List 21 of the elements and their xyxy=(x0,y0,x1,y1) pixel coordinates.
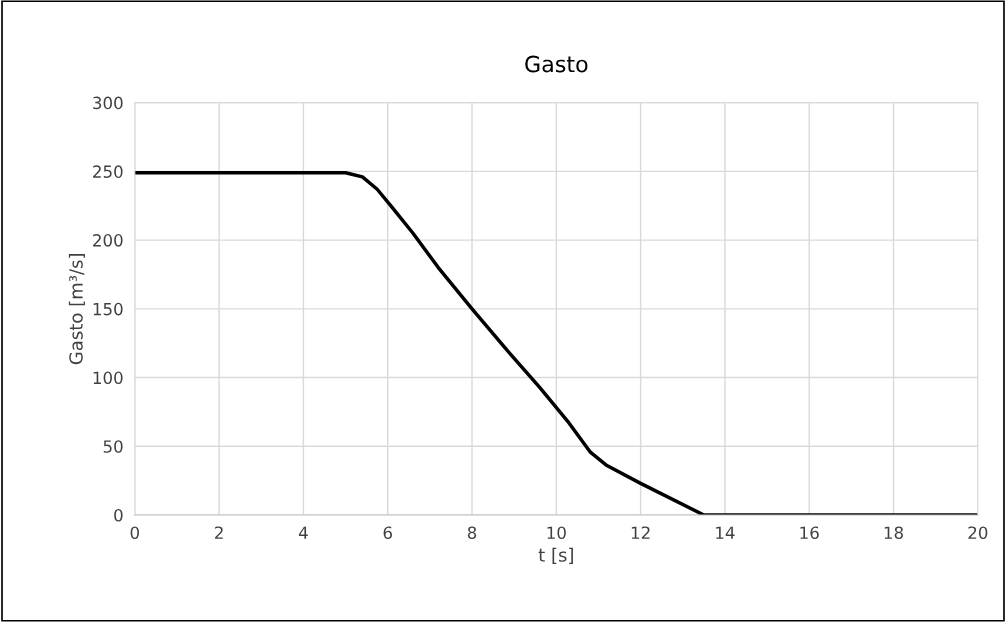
x-tick-label: 6 xyxy=(383,526,392,540)
y-tick-label: 0 xyxy=(114,508,123,522)
y-tick-label: 250 xyxy=(93,165,123,178)
x-tick-label: 0 xyxy=(130,526,139,540)
y-axis-title: Gasto [m³/s] xyxy=(68,254,85,365)
x-tick-label: 8 xyxy=(467,526,477,540)
x-tick-label: 18 xyxy=(884,526,903,540)
y-tick-label: 150 xyxy=(93,302,123,316)
x-tick-label: 12 xyxy=(631,526,650,539)
x-axis-title: t [s] xyxy=(538,547,573,564)
y-tick-label: 100 xyxy=(93,371,123,385)
chart-title: Gasto xyxy=(525,55,588,73)
x-tick-label: 10 xyxy=(547,526,566,540)
x-tick-label: 2 xyxy=(215,526,223,539)
x-tick-label: 16 xyxy=(800,526,819,540)
y-tick-label: 50 xyxy=(103,440,123,453)
x-tick-label: 4 xyxy=(298,526,308,539)
x-tick-label: 14 xyxy=(716,526,735,539)
y-tick-label: 200 xyxy=(93,234,123,247)
y-tick-label: 300 xyxy=(93,96,123,110)
x-tick-label: 20 xyxy=(968,526,988,540)
